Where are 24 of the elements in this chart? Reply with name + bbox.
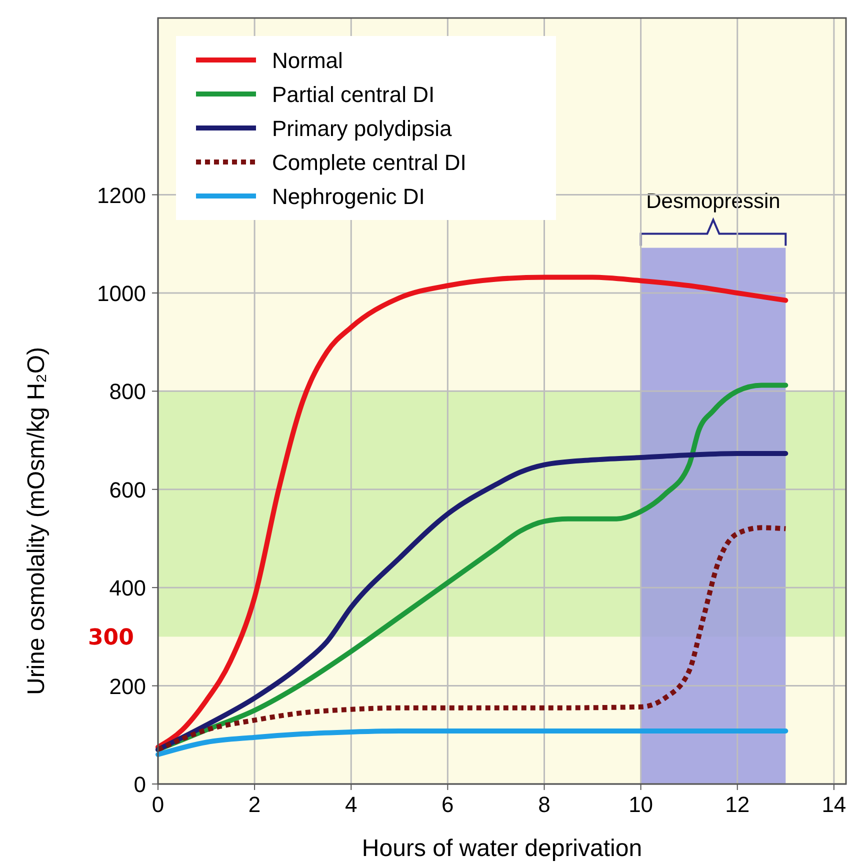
- x-tick-label: 6: [442, 792, 454, 817]
- legend-label: Nephrogenic DI: [272, 184, 425, 209]
- y-tick-label: 0: [134, 772, 146, 797]
- y-tick-label: 400: [109, 576, 146, 601]
- x-tick-label: 14: [822, 792, 846, 817]
- legend-label: Complete central DI: [272, 150, 466, 175]
- y-tick-label: 200: [109, 674, 146, 699]
- legend-label: Partial central DI: [272, 82, 435, 107]
- legend-label: Primary polydipsia: [272, 116, 452, 141]
- band-label: Desmopressin: [646, 190, 780, 213]
- text: 300: [88, 626, 134, 651]
- legend-label: Normal: [272, 48, 343, 73]
- x-axis-title: Hours of water deprivation: [362, 835, 642, 862]
- y-tick-label: 1200: [97, 182, 146, 208]
- x-tick-label: 2: [248, 792, 261, 817]
- x-tick-label: 4: [345, 792, 358, 817]
- x-tick-label: 12: [725, 792, 750, 817]
- y-tick-label: 800: [109, 379, 146, 404]
- x-tick-label: 8: [538, 792, 550, 817]
- y-tick-label: 1000: [97, 280, 146, 306]
- x-tick-label: 0: [152, 792, 164, 817]
- y-axis-title: Urine osmolality (mOsm/kg H₂O): [23, 346, 50, 696]
- x-tick-label: 10: [628, 792, 654, 817]
- y-tick-label: 600: [109, 477, 146, 502]
